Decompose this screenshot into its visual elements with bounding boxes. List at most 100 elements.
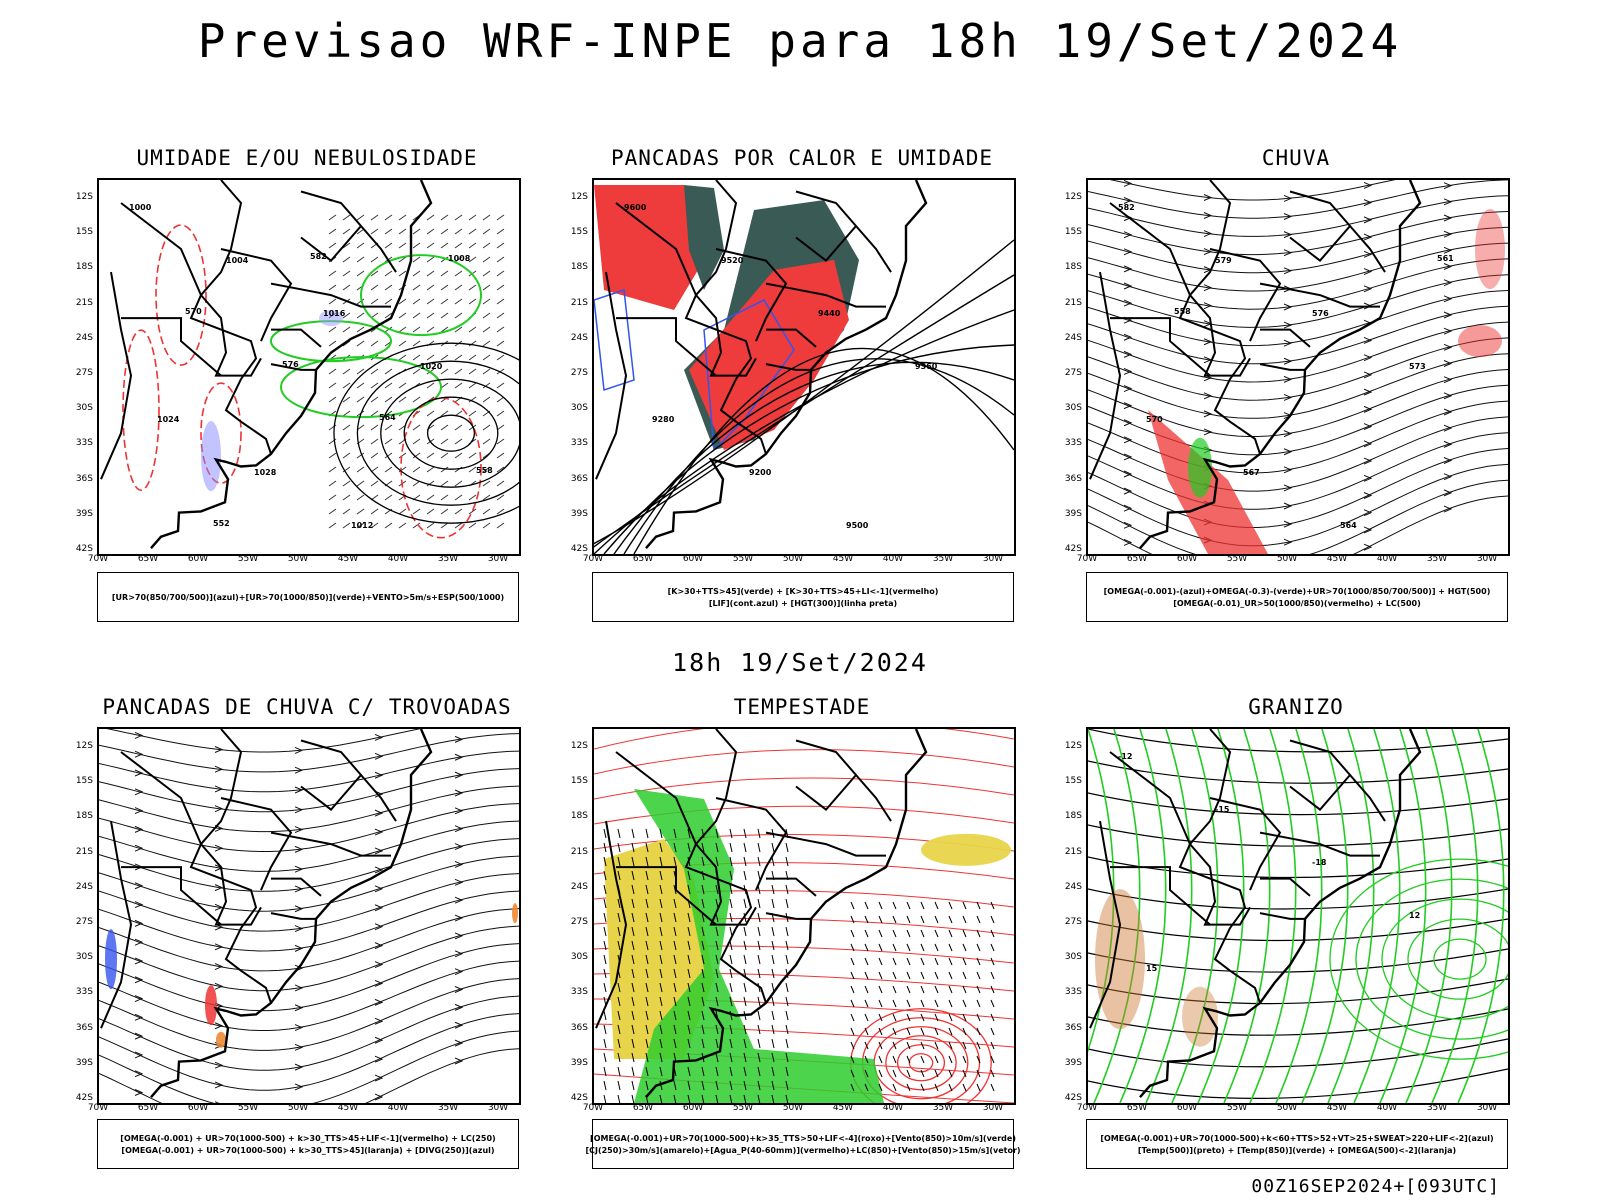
wind-vector [878, 971, 883, 980]
wind-vector [892, 901, 897, 910]
political-border [120, 202, 202, 296]
longitude-label: 30W [487, 1103, 509, 1113]
streamline-arrow [214, 1022, 224, 1030]
political-border [360, 225, 397, 273]
wind-vector [342, 508, 351, 515]
temp-850-contour [1329, 858, 1508, 1060]
wind-vector [412, 508, 421, 515]
streamline-arrow [1283, 267, 1293, 275]
longitude-label: 60W [187, 1103, 209, 1113]
streamline-arrow [214, 943, 224, 951]
wind-vector [878, 957, 883, 966]
wind-vector [687, 1094, 691, 1103]
political-border [1109, 751, 1191, 845]
wind-vector [771, 884, 775, 895]
wind-vector [356, 256, 365, 263]
streamline-arrow [1443, 311, 1453, 319]
wind-vector [878, 1027, 883, 1036]
latitude-label: 27S [1064, 368, 1082, 378]
streamline [1088, 432, 1508, 510]
streamline-arrow [1363, 405, 1373, 413]
wind-vector [920, 1027, 925, 1036]
forecast-map: 1000 1004 1016 1020 1024 1028 1012 1008 570 576 56… [97, 178, 521, 556]
wind-vector [482, 396, 491, 403]
wind-vector [990, 1055, 995, 1064]
wind-vector [715, 954, 719, 965]
streamline [1088, 305, 1508, 365]
wind-vector [659, 884, 663, 895]
longitude-label: 60W [187, 554, 209, 564]
wind-vector [771, 898, 775, 909]
streamline-arrow [1363, 285, 1373, 293]
latitude-label: 12S [570, 741, 588, 751]
wind-vector [850, 1027, 855, 1036]
wind-vector [906, 1041, 911, 1050]
red-area [594, 185, 704, 310]
wind-vector [342, 368, 351, 375]
height-contour [613, 361, 1014, 554]
streamline-arrow [294, 1063, 304, 1071]
wind-vector [356, 312, 365, 319]
wind-vector [440, 368, 449, 375]
wind-vector [412, 396, 421, 403]
longitude-label: 30W [982, 1103, 1004, 1113]
wind-vector [715, 940, 719, 951]
wind-vector [715, 856, 719, 867]
wind-vector [729, 940, 733, 951]
political-border [766, 877, 817, 897]
wind-vector [603, 968, 607, 979]
wind-vector [398, 396, 407, 403]
wind-vector [645, 982, 649, 993]
latitude-label: 42S [75, 1093, 93, 1103]
wind-vector [743, 898, 747, 909]
latitude-label: 12S [570, 192, 588, 202]
wind-vector [729, 1038, 733, 1049]
wind-vector [398, 214, 407, 221]
wind-vector [892, 1069, 897, 1078]
wind-vector [743, 1024, 747, 1035]
wind-vector [342, 228, 351, 235]
wind-vector [743, 828, 747, 839]
wind-vector [892, 957, 897, 966]
wind-vector [412, 354, 421, 361]
wind-vector [976, 1013, 981, 1022]
longitude-label: 35W [1426, 1103, 1448, 1113]
political-border [855, 225, 892, 273]
streamline-arrow [454, 1039, 464, 1047]
wind-vector [440, 410, 449, 417]
streamline [99, 750, 519, 793]
wind-vector [934, 1055, 939, 1064]
red-rain-area [1475, 209, 1505, 290]
latitude-label: 27S [570, 917, 588, 927]
wind-vector [454, 494, 463, 501]
contour-label: 1024 [157, 415, 180, 424]
streamline [1088, 337, 1508, 401]
streamline-arrow [294, 1024, 304, 1031]
wind-vector [496, 284, 505, 291]
red-area [689, 260, 849, 450]
streamline-arrow [1363, 216, 1373, 224]
wind-vector [440, 270, 449, 277]
latitude-label: 15S [1064, 776, 1082, 787]
wind-vector [617, 982, 621, 993]
streamline-arrow [454, 1003, 464, 1011]
latitude-label: 12S [75, 741, 93, 751]
contour-label: 9360 [915, 362, 938, 371]
streamline [1088, 369, 1508, 437]
wind-vector [757, 996, 761, 1007]
streamline-arrow [454, 950, 464, 958]
streamline [1088, 416, 1508, 492]
latitude-label: 39S [75, 508, 93, 519]
wind-vector [412, 270, 421, 277]
legend-line: [OMEGA(-0.001)-(azul)+OMEGA(-0.3)-(verde… [1103, 586, 1491, 596]
wind-vector [701, 898, 705, 909]
wind-vector [990, 971, 995, 980]
wind-vector [701, 1038, 705, 1049]
wind-vector [617, 898, 621, 909]
wind-vector [934, 915, 939, 924]
longitude-label: 40W [882, 554, 904, 564]
wind-vector [864, 901, 869, 910]
wind-vector [990, 929, 995, 938]
wind-vector [757, 828, 761, 839]
